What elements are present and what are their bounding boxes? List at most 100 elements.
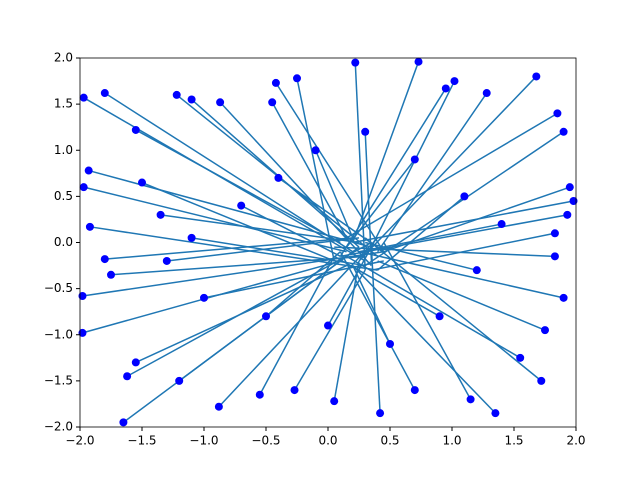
segment [364,131,373,261]
segment [370,80,456,248]
segment [346,159,416,248]
point [78,292,87,301]
point [491,409,500,418]
segment [191,237,366,267]
segment [122,246,360,423]
x-tick-label: −2.0 [65,434,94,448]
x-tick-label: 0.0 [318,434,337,448]
segment [377,195,465,271]
point [200,293,208,302]
segment [259,255,335,396]
segment [364,237,542,382]
point [293,74,301,83]
point [255,390,264,399]
point [79,183,88,192]
point [107,270,115,279]
lines [82,61,574,423]
point [376,409,385,418]
point [435,312,444,321]
segment [265,251,341,317]
point [482,89,491,98]
point [330,397,339,406]
y-tick-label: 0.0 [54,235,73,249]
segment [141,181,335,262]
segment [358,75,537,262]
segment [371,232,556,271]
point [78,328,87,337]
segment [271,101,348,239]
point [290,386,299,395]
point [565,183,574,192]
point [497,220,506,229]
point [450,77,459,86]
segment [346,255,521,359]
x-tick-label: 2.0 [566,434,585,448]
x-tick-label: 1.0 [442,434,461,448]
segment [240,204,341,258]
y-tick-label: 1.0 [54,143,73,157]
point [550,229,559,238]
point [271,78,280,87]
segment [354,62,366,271]
point [516,353,525,362]
y-tick-label: 0.5 [54,189,73,203]
x-tick-label: 0.5 [380,434,399,448]
point [466,395,475,404]
point [274,173,283,182]
y-tick-label: 1.5 [54,97,73,111]
segment [339,88,447,257]
segment [352,265,391,345]
axes: −2.0 −1.5 −1.0 −0.5 0.0 0.5 1.0 1.5 2.0 −2.0 −1.5 −… [44,51,586,448]
point [324,321,332,330]
segment [339,251,416,391]
segment [352,265,496,414]
point [441,84,450,93]
point [100,255,109,264]
point [410,386,419,395]
point [537,376,546,385]
x-tick-label: −1.0 [189,434,218,448]
point [85,222,94,231]
segment [327,246,373,326]
point [311,146,320,155]
segment [333,255,440,317]
point [162,256,171,265]
segment [203,260,384,299]
segment [277,177,385,253]
segment [346,112,558,239]
point [131,125,140,134]
segment [83,186,347,253]
segment [89,226,378,271]
point [119,418,128,427]
y-tick-label: −1.5 [44,373,73,387]
segment [383,242,472,400]
segment [365,241,477,271]
segment [296,78,335,262]
segment [166,237,360,262]
point [131,358,140,367]
point [187,233,196,242]
x-tick-label: −1.5 [127,434,156,448]
point [214,402,223,411]
point [123,372,132,381]
segment [104,92,354,253]
point [559,293,568,302]
y-tick-label: 2.0 [54,51,73,65]
segment [333,260,360,402]
point [563,210,572,219]
segment [126,241,372,377]
point [541,326,549,335]
point [559,127,568,136]
point [460,192,469,201]
point [569,196,578,205]
y-tick-label: −1.0 [44,327,73,341]
point [410,155,419,164]
point [172,90,181,99]
point [156,210,165,219]
point [237,201,246,210]
segment [160,214,360,244]
point [414,57,423,66]
x-tick-label: 1.5 [504,434,523,448]
y-tick-label: −2.0 [44,420,73,434]
